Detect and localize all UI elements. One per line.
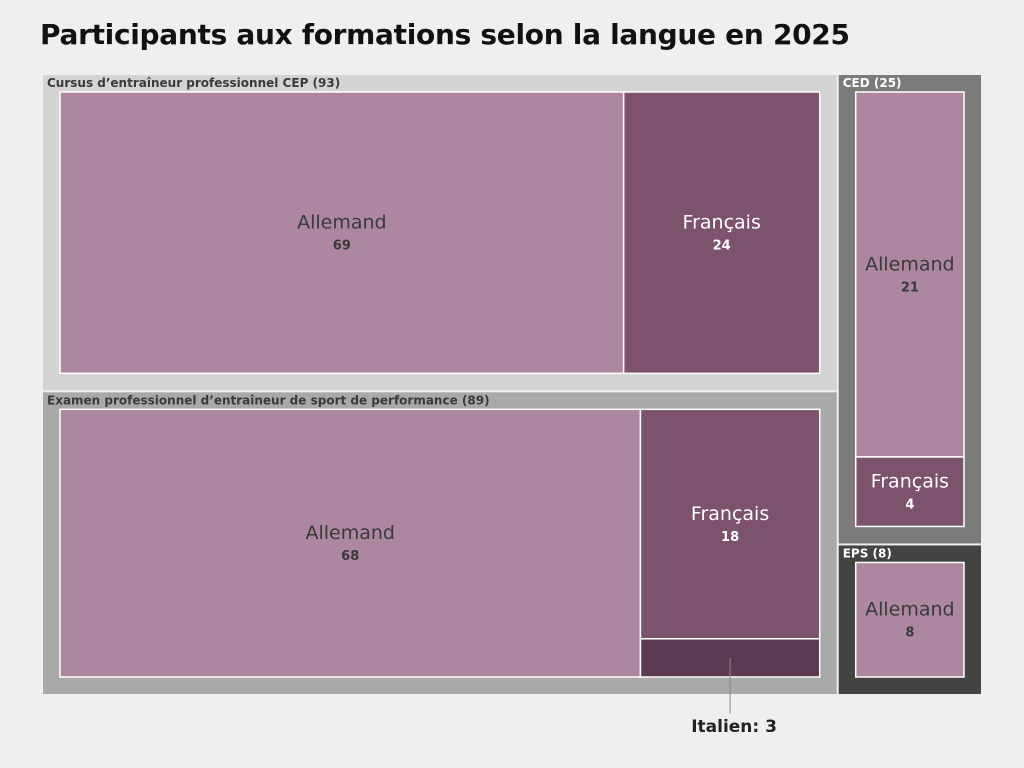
group-cursus-d-entraineur-professionnel-cep-allemand-value: 69 — [333, 239, 351, 254]
group-eps-label: EPS (8) — [843, 546, 892, 560]
group-examen-professionnel-d-entraineur-de-sport-de-performance-francais-label: Français — [691, 503, 769, 525]
group-eps-allemand-value: 8 — [905, 626, 914, 641]
chart-title: Participants aux formations selon la lan… — [40, 18, 850, 51]
group-cursus-d-entraineur-professionnel-cep-francais-label: Français — [683, 212, 761, 234]
group-ced-allemand-label: Allemand — [865, 253, 955, 275]
group-ced-francais-cell — [854, 456, 965, 528]
group-examen-professionnel-d-entraineur-de-sport-de-performance-francais-value: 18 — [721, 530, 739, 545]
group-cursus-d-entraineur-professionnel-cep-label: Cursus d’entraîneur professionnel CEP (9… — [47, 76, 340, 90]
group-examen-professionnel-d-entraineur-de-sport-de-performance-allemand-label: Allemand — [305, 522, 395, 544]
group-ced-label: CED (25) — [843, 76, 902, 90]
group-cursus-d-entraineur-professionnel-cep-francais-cell — [622, 91, 821, 375]
group-ced-francais-value: 4 — [905, 498, 914, 513]
group-eps-allemand-label: Allemand — [865, 599, 955, 621]
group-ced-allemand-value: 21 — [901, 280, 919, 295]
group-examen-professionnel-d-entraineur-de-sport-de-performance-allemand-cell — [59, 408, 642, 678]
group-cursus-d-entraineur-professionnel-cep-allemand-cell — [59, 91, 625, 375]
annotation-label: Italien: 3 — [691, 717, 777, 737]
group-cursus-d-entraineur-professionnel-cep-allemand-label: Allemand — [297, 212, 387, 234]
group-ced-francais-label: Français — [871, 471, 949, 493]
group-eps-allemand-cell — [854, 561, 965, 678]
group-cursus-d-entraineur-professionnel-cep-francais-value: 24 — [713, 239, 731, 254]
group-examen-professionnel-d-entraineur-de-sport-de-performance-allemand-value: 68 — [341, 549, 359, 564]
group-examen-professionnel-d-entraineur-de-sport-de-performance-label: Examen professionnel d’entraîneur de spo… — [47, 393, 490, 407]
